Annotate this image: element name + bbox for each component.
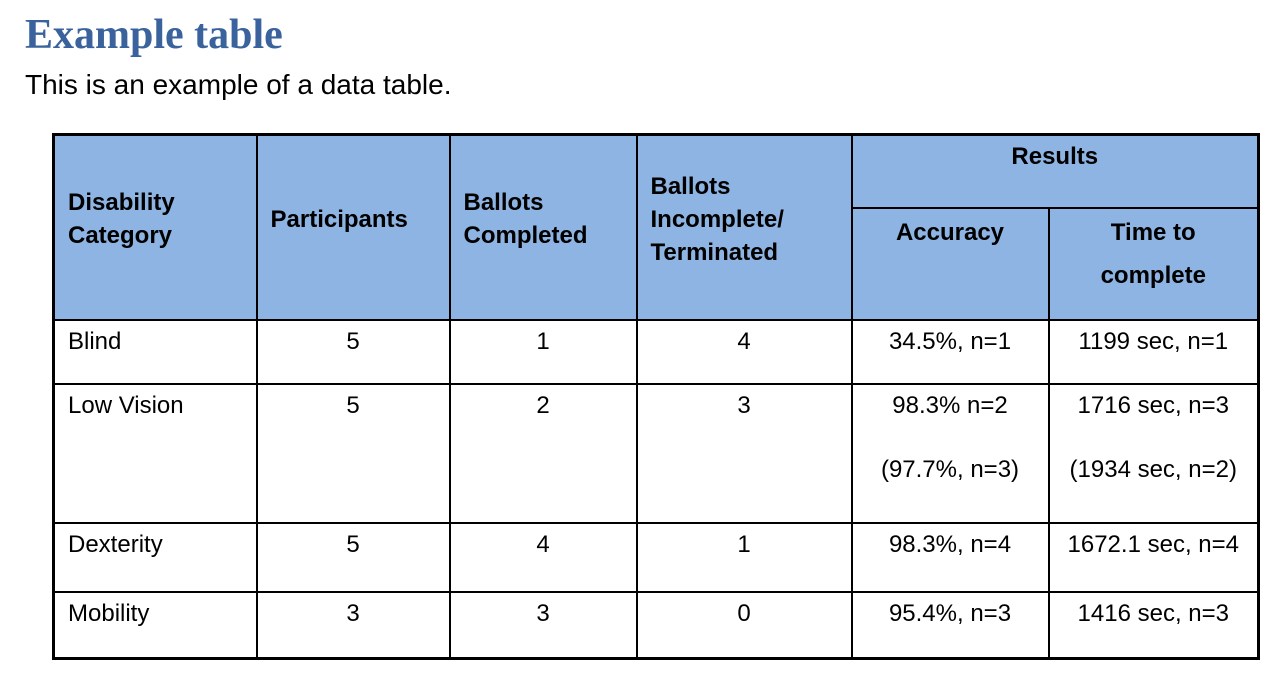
table-header: Disability Category Participants Ballots… <box>52 133 1260 322</box>
col-header-time-to-complete: Time to complete <box>1047 207 1260 322</box>
cell-accuracy: 98.3%, n=4 <box>850 522 1050 594</box>
cell-ballots-completed: 4 <box>448 522 638 594</box>
page-title: Example table <box>25 12 283 58</box>
cell-time-to-complete: 1672.1 sec, n=4 <box>1047 522 1260 594</box>
col-header-accuracy: Accuracy <box>850 207 1050 322</box>
cell-participants: 3 <box>255 591 451 660</box>
cell-participants: 5 <box>255 522 451 594</box>
header-row-main: Disability Category Participants Ballots… <box>52 133 1260 322</box>
cell-ballots-incomplete: 4 <box>635 319 853 386</box>
cell-ballots-incomplete: 1 <box>635 522 853 594</box>
cell-participants: 5 <box>255 383 451 525</box>
page-subtitle: This is an example of a data table. <box>25 69 452 101</box>
cell-ballots-completed: 3 <box>448 591 638 660</box>
cell-ballots-incomplete: 0 <box>635 591 853 660</box>
header-row-sub: Accuracy Time to complete <box>54 207 1260 322</box>
col-header-participants: Participants <box>255 133 451 322</box>
cell-accuracy: 34.5%, n=1 <box>850 319 1050 386</box>
cell-participants: 5 <box>255 319 451 386</box>
example-data-table: Disability Category Participants Ballots… <box>52 132 1261 660</box>
cell-ballots-completed: 1 <box>448 319 638 386</box>
cell-time-to-complete: 1416 sec, n=3 <box>1047 591 1260 660</box>
table-row-dexterity: Dexterity 5 4 1 98.3%, n=4 1672.1 sec, n… <box>52 522 1260 594</box>
col-header-ballots-incomplete-terminated: Ballots Incomplete/ Terminated <box>635 133 853 322</box>
table-row-low-vision: Low Vision 5 2 3 98.3% n=2 (97.7%, n=3) … <box>52 383 1260 525</box>
cell-accuracy: 95.4%, n=3 <box>850 591 1050 660</box>
col-header-disability-category: Disability Category <box>52 133 258 322</box>
cell-category: Blind <box>52 319 258 386</box>
cell-category: Mobility <box>52 591 258 660</box>
cell-time-to-complete: 1716 sec, n=3 (1934 sec, n=2) <box>1047 383 1260 525</box>
cell-category: Low Vision <box>52 383 258 525</box>
table-body: Blind 5 1 4 34.5%, n=1 1199 sec, n=1 Low… <box>52 319 1260 660</box>
table-row-mobility: Mobility 3 3 0 95.4%, n=3 1416 sec, n=3 <box>52 591 1260 660</box>
document-page: Example table This is an example of a da… <box>25 12 1261 660</box>
table-row-blind: Blind 5 1 4 34.5%, n=1 1199 sec, n=1 <box>52 319 1260 386</box>
cell-time-to-complete: 1199 sec, n=1 <box>1047 319 1260 386</box>
cell-ballots-incomplete: 3 <box>635 383 853 525</box>
col-header-ballots-completed: Ballots Completed <box>448 133 638 322</box>
cell-accuracy: 98.3% n=2 (97.7%, n=3) <box>850 383 1050 525</box>
col-header-results: Results <box>850 133 1260 210</box>
cell-ballots-completed: 2 <box>448 383 638 525</box>
cell-category: Dexterity <box>52 522 258 594</box>
